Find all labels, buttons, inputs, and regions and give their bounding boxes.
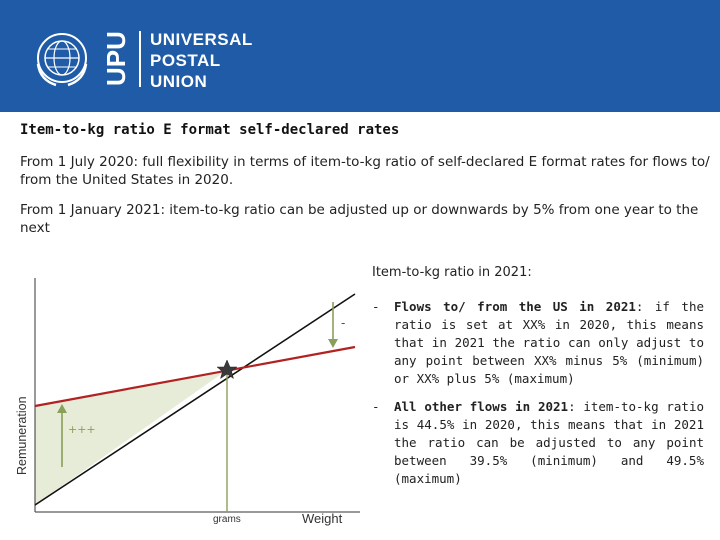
up-arrow-head [57,404,67,413]
bullet-text: Flows to/ from the US in 2021: if the ra… [394,298,704,388]
minus-label: - [341,316,345,330]
bullet-dash: - [372,299,380,314]
header-bar: UPU UNIVERSAL POSTAL UNION [0,0,720,112]
list-item: - Flows to/ from the US in 2021: if the … [372,298,704,388]
org-name: UNIVERSAL POSTAL UNION [150,29,253,92]
x-axis-label: Weight [302,511,343,526]
bullet-body: : if the ratio is set at XX% in 2020, th… [394,299,704,386]
list-item: - All other flows in 2021: item-to-kg ra… [372,398,704,488]
y-axis-label: Remuneration [15,396,29,475]
org-name-line: POSTAL [150,51,221,70]
red-rate-line [34,345,356,408]
bullet-bold: Flows to/ from the US in 2021 [394,299,636,314]
upu-emblem-icon [36,33,88,87]
chart-heading: Item-to-kg ratio in 2021: [372,265,532,280]
org-abbrev-vertical: UPU [101,31,131,86]
brand-divider [139,31,141,87]
x-tick-label: grams [213,514,241,525]
bullet-bold: All other flows in 2021 [394,399,569,414]
bullet-dash: - [372,399,380,414]
bullet-list: - Flows to/ from the US in 2021: if the … [372,298,704,498]
org-name-line: UNION [150,72,208,91]
paragraph-2021: From 1 January 2021: item-to-kg ratio ca… [20,202,699,236]
ratio-diagram: - +++ Remuneration grams Weight [15,278,360,526]
org-abbrev: UPU [101,31,131,86]
bullet-body: : item-to-kg ratio is 44.5% in 2020, thi… [394,399,705,486]
black-rate-line [34,293,356,506]
paragraph-2020: From 1 July 2020: full flexibility in te… [20,154,710,188]
slide-title: Item-to-kg ratio E format self-declared … [20,122,400,138]
org-name-line: UNIVERSAL [150,30,253,49]
plus-region [35,370,227,505]
bullet-text: All other flows in 2021: item-to-kg rati… [394,398,704,488]
plus-label: +++ [68,423,96,436]
down-arrow-head [328,339,338,348]
intersection-star-icon [216,359,238,380]
